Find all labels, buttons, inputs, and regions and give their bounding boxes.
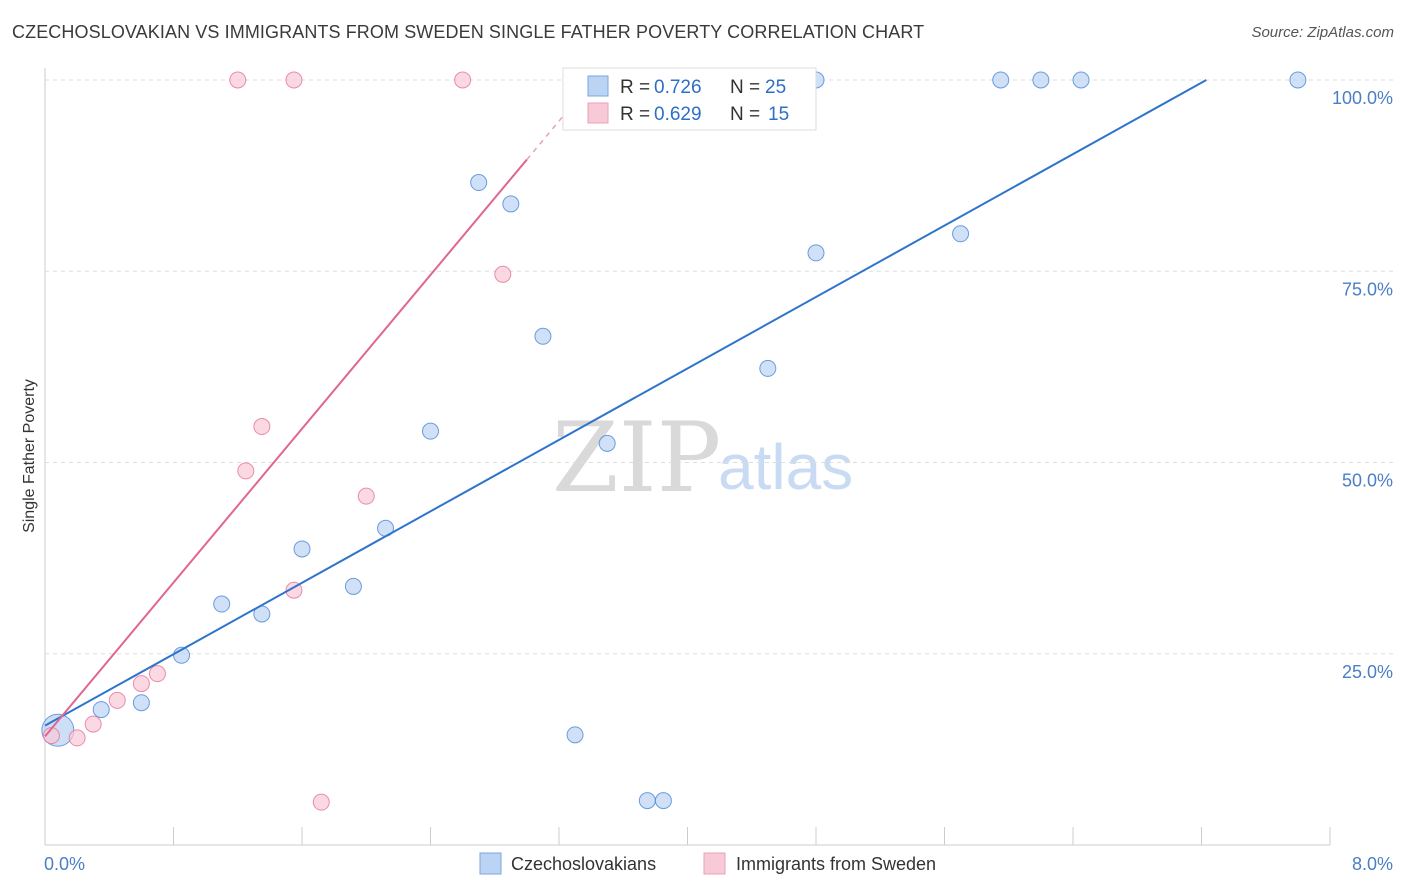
point-sweden-10 xyxy=(285,581,303,599)
y-tick-labels: 25.0% 50.0% 75.0% 100.0% xyxy=(1332,88,1393,682)
watermark-atlas: atlas xyxy=(718,431,853,503)
x-tick-label-min: 0.0% xyxy=(44,854,85,874)
point-sweden-7 xyxy=(237,462,255,480)
point-czechoslovakian-2 xyxy=(132,694,150,712)
y-tick-label-75: 75.0% xyxy=(1342,279,1393,299)
legend-r-label-1: R = xyxy=(620,77,650,98)
point-czechoslovakian-10 xyxy=(470,174,488,192)
legend-n-label-2: N = xyxy=(730,104,760,125)
bottom-legend-label-sweden: Immigrants from Sweden xyxy=(736,854,936,874)
legend-swatch-czechoslovakians xyxy=(587,75,609,97)
data-points xyxy=(41,71,1307,811)
legend-r-label-2: R = xyxy=(620,104,650,125)
legend-r-value-1: 0.726 xyxy=(654,77,702,98)
point-sweden-1 xyxy=(68,729,86,747)
bottom-legend-swatch-sweden xyxy=(703,852,726,875)
point-czechoslovakian-6 xyxy=(293,540,311,558)
point-sweden-2 xyxy=(84,715,102,733)
trend-line-czechoslovakian xyxy=(44,79,1207,727)
series-legend: Czechoslovakians Immigrants from Sweden xyxy=(479,852,936,875)
point-czechoslovakian-24 xyxy=(1289,71,1307,89)
point-czechoslovakian-20 xyxy=(952,225,970,243)
y-axis-label: Single Father Poverty xyxy=(21,379,38,533)
point-czechoslovakian-11 xyxy=(502,195,520,213)
point-czechoslovakian-12 xyxy=(534,327,552,345)
point-sweden-5 xyxy=(148,665,166,683)
point-czechoslovakian-22 xyxy=(1032,71,1050,89)
y-tick-label-100: 100.0% xyxy=(1332,88,1393,108)
point-sweden-3 xyxy=(108,691,126,709)
point-czechoslovakian-15 xyxy=(638,792,656,810)
point-czechoslovakian-14 xyxy=(598,434,616,452)
trend-line-sweden xyxy=(44,158,528,738)
bottom-legend-label-czechoslovakians: Czechoslovakians xyxy=(511,854,656,874)
bottom-legend-swatch-czechoslovakians xyxy=(479,852,502,875)
x-tick-label-max: 8.0% xyxy=(1352,854,1393,874)
point-czechoslovakian-1 xyxy=(92,701,110,719)
point-sweden-4 xyxy=(132,675,150,693)
legend-r-value-2: 0.629 xyxy=(654,104,702,125)
watermark-zip: ZIP xyxy=(552,402,721,514)
x-tick-marks xyxy=(173,827,1331,845)
point-czechoslovakian-23 xyxy=(1072,71,1090,89)
gridlines xyxy=(45,79,1393,655)
point-sweden-6 xyxy=(229,71,247,89)
y-tick-label-50: 50.0% xyxy=(1342,471,1393,491)
legend-n-value-2: 15 xyxy=(768,104,789,125)
legend-n-value-1: 25 xyxy=(765,77,786,98)
point-sweden-13 xyxy=(454,71,472,89)
y-tick-label-25: 25.0% xyxy=(1342,662,1393,682)
point-sweden-12 xyxy=(357,487,375,505)
point-czechoslovakian-13 xyxy=(566,726,584,744)
point-czechoslovakian-9 xyxy=(422,422,439,440)
point-czechoslovakian-18 xyxy=(807,244,825,262)
point-sweden-9 xyxy=(285,71,303,89)
chart-title: CZECHOSLOVAKIAN VS IMMIGRANTS FROM SWEDE… xyxy=(12,22,925,42)
point-czechoslovakian-17 xyxy=(759,359,777,377)
point-czechoslovakian-16 xyxy=(654,792,672,810)
point-sweden-11 xyxy=(312,793,330,811)
legend-n-label-1: N = xyxy=(730,77,760,98)
point-sweden-14 xyxy=(494,265,512,283)
source-credit: Source: ZipAtlas.com xyxy=(1251,24,1394,41)
legend-swatch-sweden xyxy=(587,102,609,124)
point-czechoslovakian-4 xyxy=(213,595,231,613)
point-sweden-8 xyxy=(253,418,271,436)
stats-legend: R = 0.726 N = 25 R = 0.629 N = 15 xyxy=(562,67,817,131)
point-czechoslovakian-7 xyxy=(344,577,362,595)
point-czechoslovakian-21 xyxy=(992,71,1010,89)
